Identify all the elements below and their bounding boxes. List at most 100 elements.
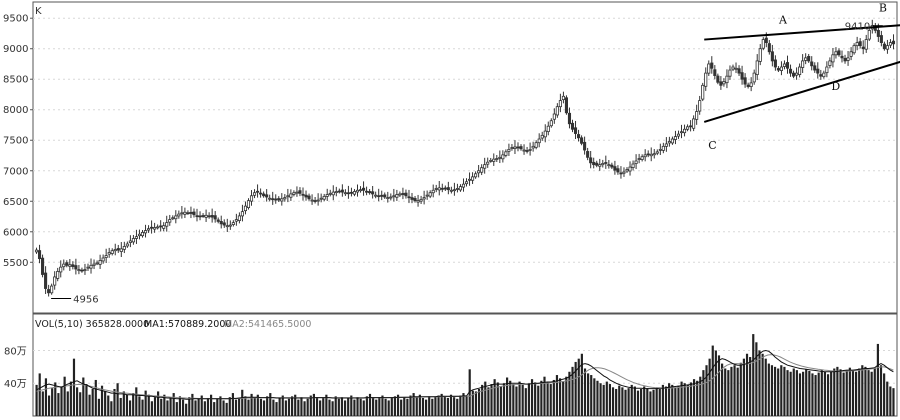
- volume-bar: [730, 366, 733, 416]
- candle-body: [386, 197, 390, 200]
- volume-bar: [449, 394, 453, 416]
- candle-body: [758, 48, 762, 62]
- volume-bar: [727, 370, 730, 416]
- volume-bar: [892, 388, 895, 416]
- candle-body: [561, 95, 565, 101]
- volume-bar: [400, 399, 403, 416]
- candle-body: [580, 137, 584, 144]
- volume-bar: [546, 381, 549, 416]
- volume-bar: [493, 379, 496, 416]
- candle-body: [119, 248, 123, 252]
- volume-bar: [381, 395, 384, 416]
- volume-bar: [446, 397, 449, 416]
- candle-body: [816, 68, 820, 74]
- volume-bar: [773, 366, 777, 416]
- candle-body: [140, 231, 145, 237]
- candle-body: [234, 219, 238, 222]
- volume-bar: [770, 365, 774, 416]
- volume-bar: [839, 369, 842, 416]
- volume-bar: [421, 397, 425, 416]
- volume-bar: [69, 381, 72, 416]
- volume-bar: [655, 387, 658, 416]
- candle-body: [770, 51, 774, 62]
- candle-body: [876, 30, 880, 37]
- candle-body: [546, 125, 550, 132]
- candle-body: [201, 215, 205, 217]
- volume-bar: [833, 368, 836, 416]
- volume-bar: [886, 381, 889, 416]
- price-tick-label: 9500: [3, 14, 28, 25]
- price-tick-label: 9000: [3, 44, 28, 55]
- candle-body: [319, 197, 323, 200]
- volume-bar: [599, 383, 602, 416]
- volume-bar: [440, 393, 443, 416]
- volume-bar: [864, 366, 867, 416]
- volume-bar: [549, 384, 552, 416]
- volume-bar: [181, 399, 185, 416]
- volume-bar: [558, 378, 562, 416]
- volume-bar: [590, 375, 593, 416]
- volume-bar: [605, 381, 608, 416]
- price-tick-label: 7000: [3, 166, 28, 177]
- candle-body: [313, 200, 317, 202]
- candle-body: [549, 120, 553, 127]
- candle-body: [701, 84, 705, 100]
- trendline: [703, 60, 900, 123]
- volume-bar: [515, 386, 518, 416]
- volume-bar: [128, 400, 132, 416]
- candle-body: [213, 215, 217, 220]
- volume-bar: [384, 398, 387, 416]
- volume-tick-label: 80万: [4, 346, 27, 357]
- candle-body: [725, 75, 729, 84]
- price-tick-label: 7500: [3, 136, 28, 147]
- volume-bar: [138, 396, 141, 416]
- candle-body: [746, 84, 750, 87]
- candle-body: [607, 164, 611, 167]
- candle-body: [776, 68, 780, 71]
- volume-bar: [325, 394, 328, 416]
- candle-body: [704, 72, 708, 87]
- volume-bar: [593, 378, 596, 416]
- candle-body: [604, 162, 608, 164]
- volume-bar: [125, 394, 129, 416]
- volume-bar: [291, 396, 294, 416]
- candle-body: [616, 168, 620, 173]
- candle-body: [252, 192, 257, 196]
- volume-bar: [858, 368, 861, 416]
- candle-body: [134, 236, 138, 239]
- volume-bar: [802, 371, 805, 416]
- volume-legend-ma1: MA1:570889.2000: [144, 319, 231, 330]
- volume-bar: [587, 373, 590, 416]
- candle-body: [65, 262, 69, 266]
- candle-body: [431, 189, 435, 194]
- volume-bar: [671, 384, 674, 416]
- volume-bar: [477, 388, 481, 416]
- volume-bar: [783, 366, 786, 416]
- candle-body: [231, 222, 235, 225]
- point-label-b: B: [879, 2, 887, 15]
- volume-bar: [817, 372, 820, 416]
- volume-bar: [178, 396, 182, 416]
- volume-bar: [711, 345, 714, 416]
- candle-body: [788, 68, 793, 74]
- volume-bar: [639, 388, 643, 416]
- candle-body: [128, 240, 132, 243]
- candle-body: [162, 225, 166, 229]
- volume-bar: [481, 384, 484, 416]
- candle-body: [265, 194, 269, 198]
- volume-bar: [577, 358, 580, 416]
- volume-bar: [403, 397, 406, 416]
- volume-bar: [85, 384, 88, 416]
- price-tick-label: 6000: [3, 227, 28, 238]
- volume-bar: [269, 393, 272, 416]
- candle-body: [849, 51, 853, 57]
- volume-bar: [680, 381, 683, 416]
- candle-body: [147, 228, 151, 231]
- candle-body: [377, 195, 381, 198]
- volume-bar: [733, 365, 736, 416]
- candle-body: [355, 189, 360, 193]
- volume-bar: [565, 376, 568, 416]
- volume-bar: [206, 397, 210, 416]
- volume-bar: [686, 384, 689, 416]
